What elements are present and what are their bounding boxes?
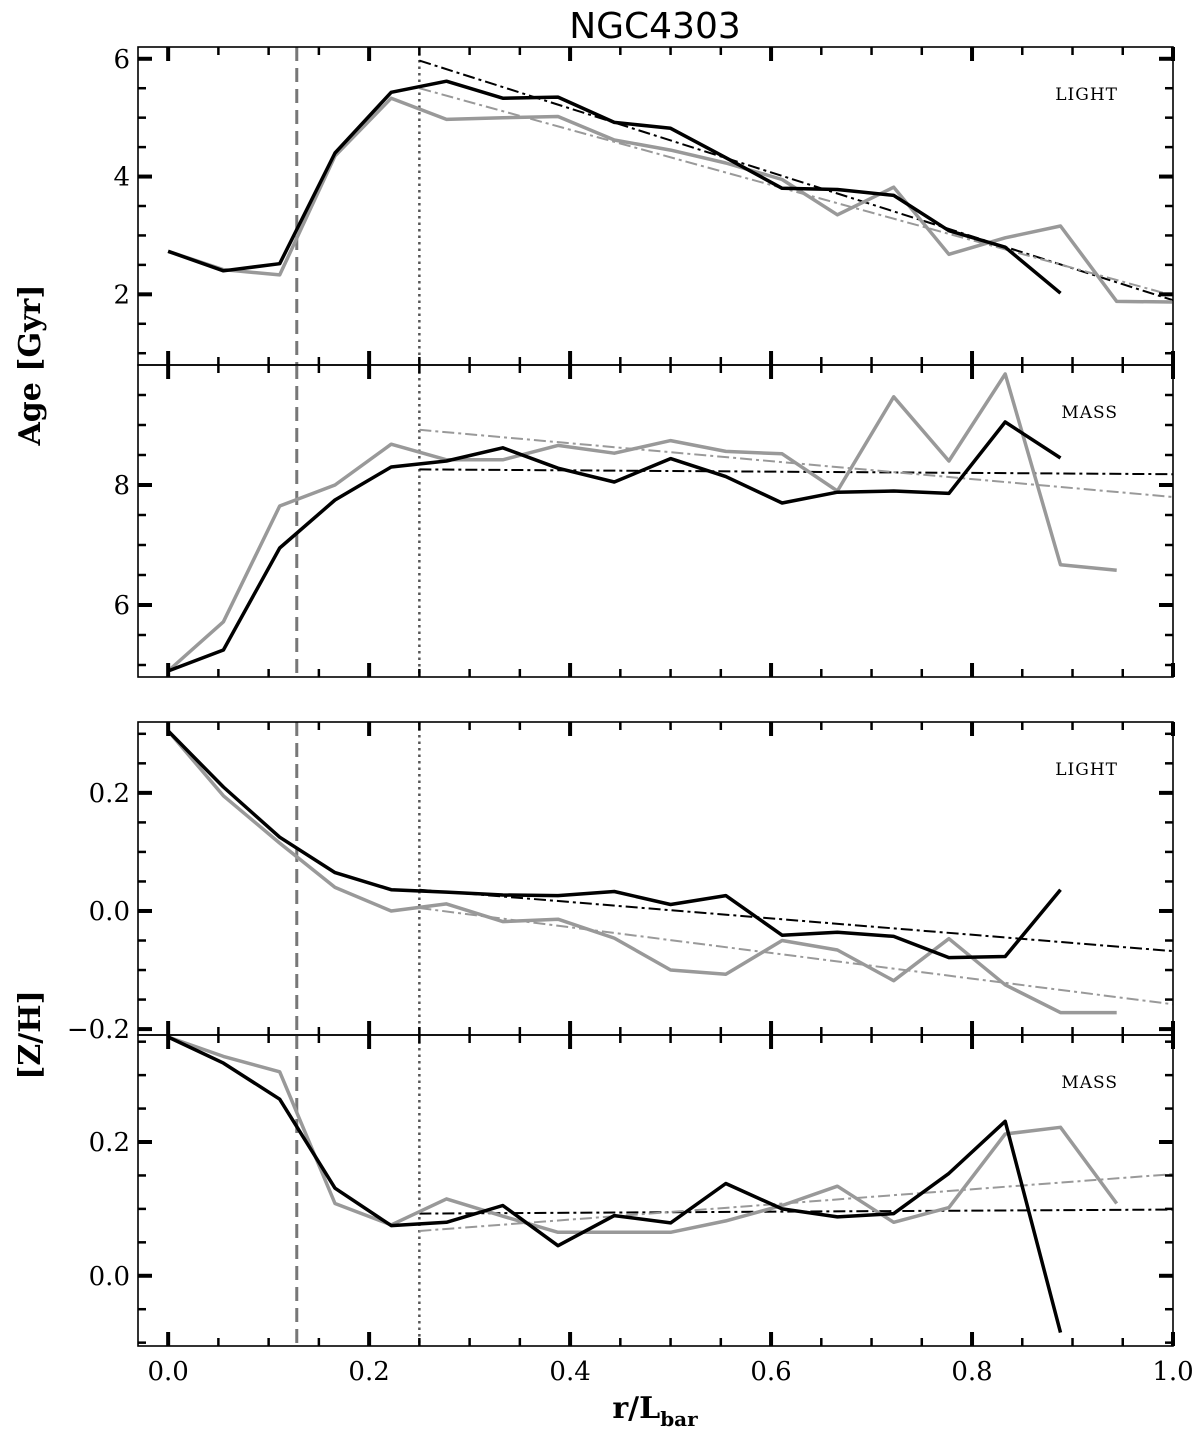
frame-age-light <box>137 46 1174 366</box>
x-tick-label: 0.2 <box>348 1357 389 1387</box>
fit-line-gray <box>419 907 1173 1006</box>
panel-zh-mass: 0.0 0.2 MASS 0.0 0.2 0.4 0.6 0.8 1.0 <box>89 1034 1194 1387</box>
x-tick-label: 0.6 <box>750 1357 791 1387</box>
fit-line-gray <box>419 87 1173 297</box>
fit-line-black <box>419 59 1173 302</box>
x-tick-label: 1.0 <box>1152 1357 1193 1387</box>
y-tick-label: 4 <box>113 163 130 193</box>
panel-zh-light: −0.2 0.0 0.2 LIGHT <box>67 721 1175 1045</box>
x-tick-label: 0.4 <box>549 1357 590 1387</box>
fit-line-black <box>419 888 1173 953</box>
series-line-gray <box>166 372 1117 673</box>
series-line-black <box>167 420 1062 673</box>
y-tick-label: 8 <box>113 471 130 501</box>
frame-zh-mass <box>137 1034 1174 1347</box>
panel-label-zh-mass: MASS <box>1061 1073 1118 1093</box>
x-tick-label: 0.0 <box>147 1357 188 1387</box>
panel-label-zh-light: LIGHT <box>1055 760 1118 780</box>
panel-age-mass: 6 8 MASS <box>113 364 1175 678</box>
y-tick-label: −0.2 <box>67 1015 130 1045</box>
panels: 246LIGHT68MASS−0.20.00.2LIGHT0.00.2MASS0… <box>67 45 1194 1387</box>
series-line-gray <box>166 729 1117 1015</box>
plot-area-zh-mass <box>167 1035 1173 1346</box>
x-axis-title-sub: bar <box>660 1407 698 1431</box>
y-tick-label: 0.2 <box>89 779 130 809</box>
y-tick-label: 0.0 <box>89 897 130 927</box>
x-axis-title: r/Lbar <box>612 1391 698 1431</box>
panel-label-age-mass: MASS <box>1061 403 1118 423</box>
plot-area-zh-light <box>166 722 1173 1035</box>
y-axis-title-age: Age [Gyr] <box>13 284 48 446</box>
y-tick-label: 2 <box>113 280 130 310</box>
frame-zh-light <box>137 721 1174 1036</box>
y-axis-title-zh: [Z/H] <box>13 990 48 1080</box>
x-tick-label: 0.8 <box>951 1357 992 1387</box>
fit-line-black <box>419 468 1173 476</box>
plot-area-age-mass <box>166 365 1173 677</box>
y-tick-label: 6 <box>113 591 130 621</box>
panel-label-age-light: LIGHT <box>1055 85 1118 105</box>
series-line-gray <box>167 1035 1119 1235</box>
chart-title: NGC4303 <box>569 6 741 47</box>
series-line-black <box>166 729 1062 960</box>
series-line-black <box>167 79 1062 295</box>
series-line-black <box>167 1035 1063 1334</box>
y-tick-label: 0.0 <box>89 1262 130 1292</box>
y-tick-label: 6 <box>113 45 130 75</box>
plot-area-age-light <box>167 47 1173 365</box>
x-axis-title-main: r/L <box>612 1391 660 1426</box>
y-tick-label: 0.2 <box>89 1128 130 1158</box>
frame-age-mass <box>137 364 1174 678</box>
fit-line-gray <box>419 1173 1173 1232</box>
panel-age-light: 2 4 6 LIGHT <box>113 45 1175 366</box>
